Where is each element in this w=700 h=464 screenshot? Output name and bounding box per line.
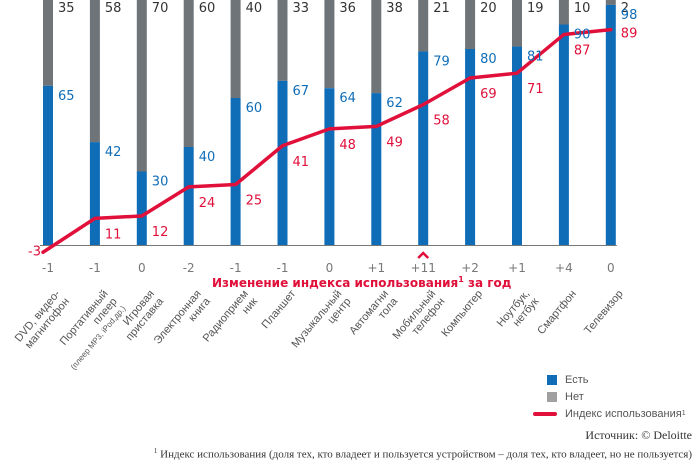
label-usage-index: 25 (246, 194, 263, 209)
bar-not-have (512, 0, 522, 47)
label-not-have: 36 (339, 1, 356, 16)
legend: Есть Нет Индекс использования 1 (533, 371, 686, 422)
index-change-label: +2 (461, 261, 479, 275)
label-have: 65 (58, 89, 75, 104)
index-change-label: +1 (508, 261, 526, 275)
bar-not-have (136, 0, 147, 172)
source-note: Источник: © Deloitte (585, 428, 692, 442)
label-have: 79 (433, 54, 450, 69)
bar-have (324, 88, 335, 245)
bar-have (43, 85, 53, 245)
label-usage-index: 58 (433, 114, 450, 129)
legend-label: Есть (565, 373, 589, 386)
bar-have (512, 46, 522, 245)
label-have: 30 (152, 175, 169, 190)
label-not-have: 33 (293, 1, 310, 16)
index-change-label: 0 (326, 261, 334, 275)
usage-index-line (41, 27, 613, 255)
label-not-have: 21 (433, 1, 450, 16)
label-not-have: 10 (574, 1, 591, 16)
bar-have (371, 93, 382, 245)
label-not-have: 58 (105, 1, 122, 16)
bar-have (183, 147, 194, 245)
label-usage-index: 11 (105, 227, 122, 242)
index-change-label: 0 (138, 261, 146, 275)
index-change-label: 0 (607, 261, 615, 275)
legend-swatch-gray (547, 391, 557, 402)
legend-item-not-have: Нет (540, 388, 686, 405)
label-usage-index: 41 (293, 155, 310, 170)
label-usage-index: 71 (527, 82, 544, 97)
label-usage-index: 48 (339, 138, 356, 153)
legend-label: Индекс использования (565, 407, 682, 420)
label-usage-index: 49 (386, 135, 403, 150)
label-have: 80 (480, 52, 497, 67)
index-change-label: -2 (183, 261, 195, 275)
bar-have (605, 4, 616, 246)
label-have: 64 (339, 91, 356, 106)
bar-have (277, 80, 288, 245)
legend-swatch-blue (547, 374, 557, 385)
label-not-have: 35 (58, 1, 75, 16)
legend-label: Нет (565, 390, 584, 403)
bar-not-have (558, 0, 569, 25)
bar-not-have (277, 0, 288, 81)
index-change-label: -1 (230, 261, 242, 275)
label-not-have: 19 (527, 1, 544, 16)
bar-not-have (89, 0, 100, 143)
label-not-have: 20 (480, 1, 497, 16)
label-not-have: 38 (386, 1, 403, 16)
index-change-label: +11 (411, 261, 436, 275)
label-have: 42 (105, 145, 122, 160)
highlight-caret-icon (417, 251, 430, 259)
bar-not-have (230, 0, 241, 98)
label-not-have: 2 (621, 1, 629, 16)
index-change-label: +1 (367, 261, 385, 275)
bar-not-have (605, 0, 616, 5)
label-have: 40 (199, 150, 216, 165)
bar-not-have (43, 0, 53, 86)
label-usage-index: 12 (152, 225, 169, 240)
label-usage-index: 89 (621, 27, 638, 42)
superscript-mark: 1 (681, 410, 686, 417)
bar-not-have (324, 0, 335, 89)
bar-have (89, 142, 100, 245)
label-usage-index: 87 (574, 43, 591, 58)
bar-have (418, 51, 429, 246)
index-change-label: -1 (277, 261, 289, 275)
label-usage-index: 69 (480, 87, 497, 102)
label-have: 62 (386, 96, 403, 111)
index-change-label: -1 (89, 261, 101, 275)
bar-have (465, 49, 476, 245)
label-have: 98 (621, 8, 638, 23)
label-not-have: 40 (246, 1, 263, 16)
label-not-have: 60 (199, 1, 216, 16)
bar-not-have (371, 0, 382, 94)
bar-have (558, 24, 569, 245)
bar-have (230, 98, 241, 245)
legend-item-usage-index: Индекс использования 1 (533, 405, 686, 422)
bar-have (136, 171, 147, 245)
bar-not-have (418, 0, 429, 52)
bar-not-have (465, 0, 476, 49)
label-have: 81 (527, 50, 544, 65)
index-change-label: +4 (555, 261, 573, 275)
legend-item-have: Есть (540, 371, 686, 388)
legend-swatch-line (533, 411, 557, 416)
label-not-have: 70 (152, 1, 169, 16)
label-have: 67 (293, 84, 310, 99)
label-have: 90 (574, 28, 591, 43)
x-axis-title: Изменение индекса использования1 за год (212, 275, 512, 290)
label-have: 60 (246, 101, 263, 116)
bar-not-have (183, 0, 194, 147)
footnote: 1 Индекс использования (доля тех, кто вл… (153, 447, 692, 461)
chart: 3565-3-1584211-17030120604024-2406025-13… (28, 0, 638, 275)
label-usage-index: 24 (199, 196, 216, 211)
label-usage-index: -3 (28, 244, 41, 259)
index-change-label: -1 (42, 261, 54, 275)
